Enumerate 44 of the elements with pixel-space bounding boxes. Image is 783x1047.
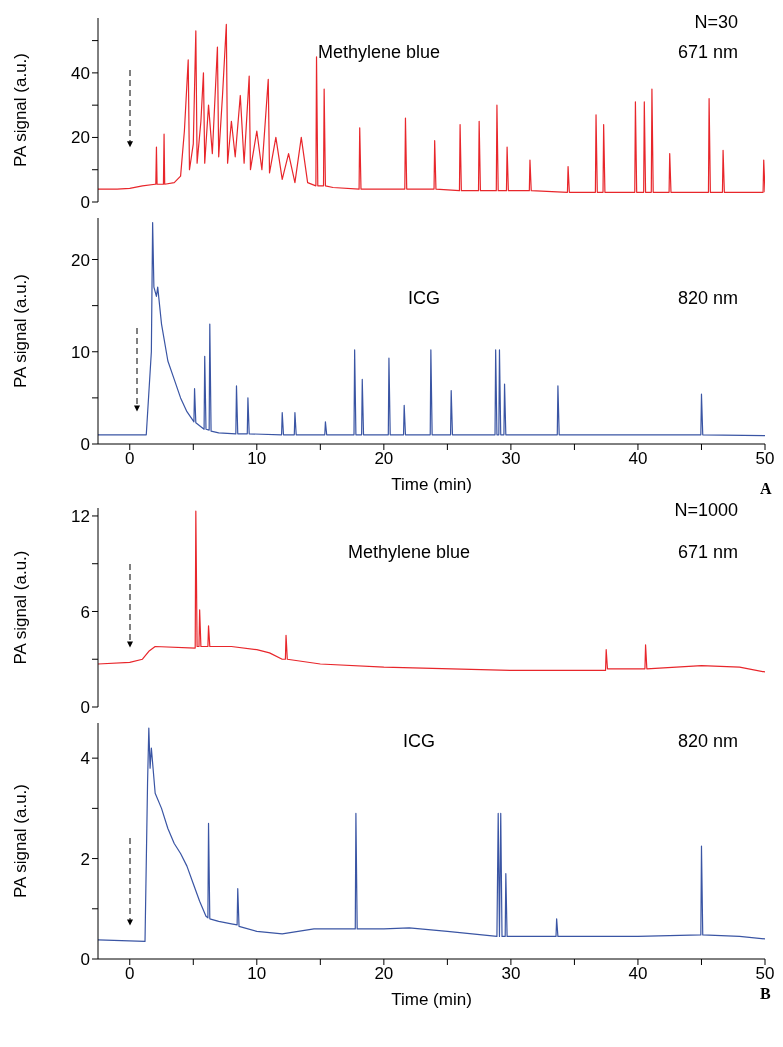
text: A [760, 480, 772, 498]
y-tick-label: 20 [71, 250, 90, 270]
x-tick-label: 40 [628, 964, 648, 984]
x-axis-title: Time (min) [391, 990, 472, 1009]
annotation: 671 nm [677, 542, 738, 563]
annotation: ICG [403, 731, 436, 752]
line-series [98, 727, 765, 943]
text: B [760, 985, 771, 1003]
y-tick-label: 0 [80, 435, 90, 455]
y-tick-label: 2 [80, 849, 90, 869]
y-tick-label: 0 [80, 193, 90, 213]
y-tick-label: 10 [71, 342, 90, 362]
y-tick-label: 12 [71, 506, 90, 526]
annotation: Methylene blue [318, 42, 441, 63]
annotation: 820 nm [677, 288, 738, 309]
x-axis-title: Time (min) [391, 475, 472, 494]
annotation: ICG [408, 288, 441, 309]
x-tick-label: 0 [125, 449, 135, 469]
x-tick-label: 30 [501, 964, 521, 984]
x-tick-label: 40 [628, 449, 648, 469]
y-axis-title: PA signal (a.u.) [11, 783, 31, 899]
x-tick-label: 50 [755, 449, 775, 469]
x-tick-label: 10 [247, 449, 267, 469]
line-series [98, 222, 765, 437]
annotation: N=1000 [674, 500, 738, 521]
y-tick-label: 4 [80, 749, 90, 769]
x-tick-label: 20 [374, 964, 394, 984]
y-axis-title: PA signal (a.u.) [11, 52, 31, 168]
y-axis-title: PA signal (a.u.) [11, 273, 31, 389]
x-tick-label: 30 [501, 449, 521, 469]
annotation: 671 nm [677, 42, 738, 63]
x-tick-label: 10 [247, 964, 267, 984]
annotation: Methylene blue [348, 542, 471, 563]
x-tick-label: 0 [125, 964, 135, 984]
y-tick-label: 0 [80, 950, 90, 970]
annotation: N=30 [694, 12, 738, 33]
y-tick-label: 0 [80, 698, 90, 718]
x-tick-label: 50 [755, 964, 775, 984]
annotation: 820 nm [677, 731, 738, 752]
y-tick-label: 20 [71, 128, 90, 148]
y-tick-label: 40 [71, 63, 90, 83]
y-axis-title: PA signal (a.u.) [11, 550, 31, 665]
x-tick-label: 20 [374, 449, 394, 469]
y-tick-label: 6 [80, 602, 90, 622]
